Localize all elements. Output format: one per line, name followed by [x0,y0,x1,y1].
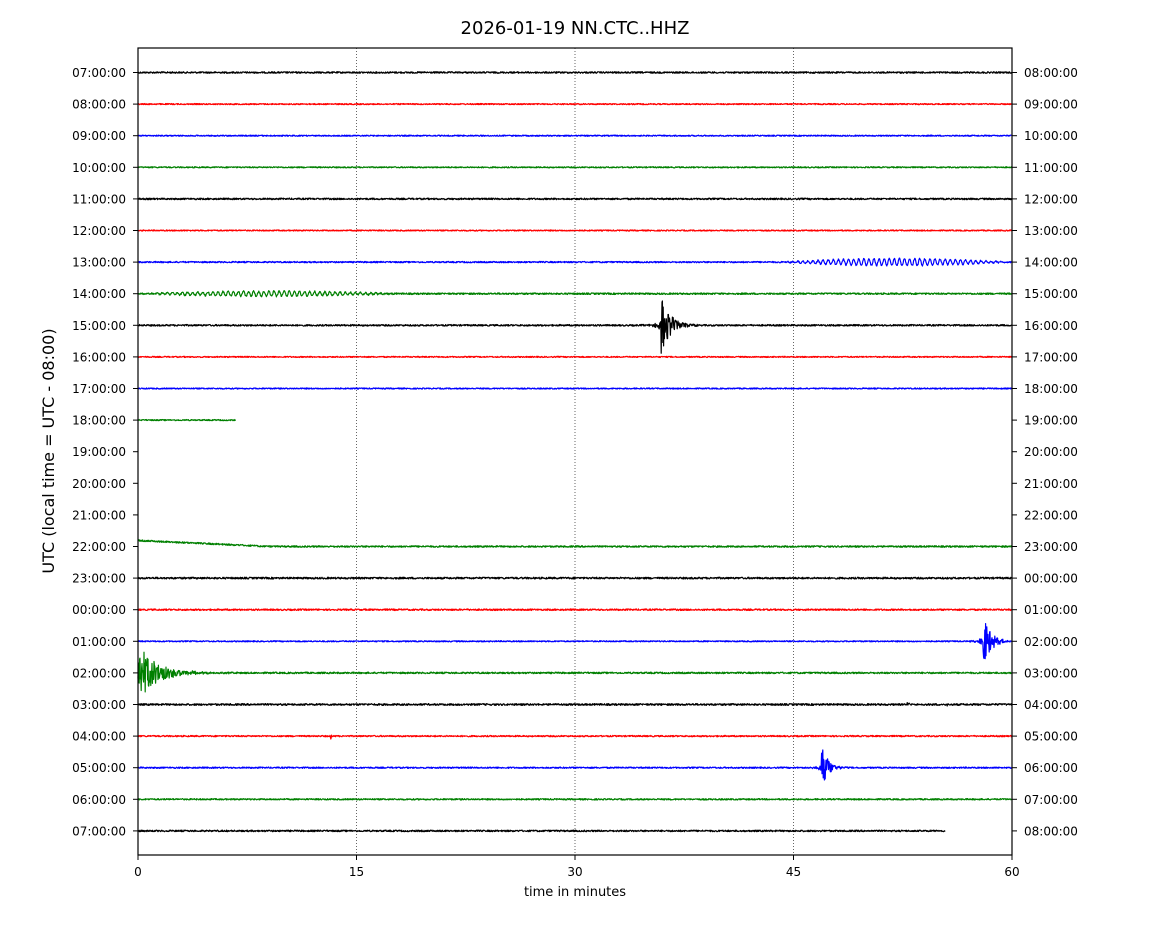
left-time-label: 20:00:00 [72,477,126,491]
right-time-label: 15:00:00 [1024,287,1078,301]
right-time-label: 08:00:00 [1024,824,1078,838]
trace-line [137,257,1013,267]
trace-line [137,623,1013,660]
left-time-label: 19:00:00 [72,445,126,459]
left-time-axis: 07:00:00 08:00:00 09:00:00 10:00:00 11:00:00… [72,66,138,838]
trace-line [137,749,1013,781]
trace-line [137,576,1013,580]
left-time-label: 07:00:00 [72,824,126,838]
seismogram-traces [137,71,1013,833]
trace-line [137,734,1013,740]
right-time-label: 05:00:00 [1024,730,1078,744]
y-axis-label: UTC (local time = UTC - 08:00) [39,328,58,573]
right-time-label: 06:00:00 [1024,761,1078,775]
left-time-label: 10:00:00 [72,161,126,175]
left-time-label: 06:00:00 [72,793,126,807]
left-time-label: 05:00:00 [72,761,126,775]
trace-line [137,197,1013,201]
right-time-label: 10:00:00 [1024,129,1078,143]
right-time-label: 21:00:00 [1024,477,1078,491]
left-time-label: 16:00:00 [72,350,126,364]
left-time-label: 02:00:00 [72,666,126,680]
left-time-label: 21:00:00 [72,508,126,522]
x-tick-label: 0 [134,865,142,879]
right-time-label: 13:00:00 [1024,224,1078,238]
right-time-label: 14:00:00 [1024,256,1078,270]
right-time-label: 23:00:00 [1024,540,1078,554]
trace-line [137,300,1013,354]
left-time-label: 23:00:00 [72,572,126,586]
trace-line [137,418,236,422]
right-time-label: 09:00:00 [1024,98,1078,112]
left-time-label: 09:00:00 [72,129,126,143]
right-time-label: 17:00:00 [1024,350,1078,364]
left-time-label: 08:00:00 [72,98,126,112]
trace-line [137,702,1013,707]
right-time-label: 00:00:00 [1024,572,1078,586]
trace-line [137,134,1013,137]
left-time-label: 01:00:00 [72,635,126,649]
x-tick-label: 60 [1004,865,1019,879]
x-tick-label: 30 [567,865,582,879]
left-time-label: 11:00:00 [72,192,126,206]
left-time-label: 14:00:00 [72,287,126,301]
left-time-label: 22:00:00 [72,540,126,554]
left-time-label: 12:00:00 [72,224,126,238]
plot-frame [137,47,1013,856]
left-time-label: 15:00:00 [72,319,126,333]
right-time-label: 03:00:00 [1024,666,1078,680]
trace-line [137,651,1013,693]
trace-line [137,829,946,833]
right-time-label: 07:00:00 [1024,793,1078,807]
x-tick-label: 15 [349,865,364,879]
right-time-label: 04:00:00 [1024,698,1078,712]
right-time-label: 18:00:00 [1024,382,1078,396]
trace-line [137,355,1013,359]
trace-line [137,797,1013,801]
left-time-label: 17:00:00 [72,382,126,396]
right-time-label: 16:00:00 [1024,319,1078,333]
trace-line [137,539,1013,548]
trace-line [137,229,1013,232]
trace-line [137,608,1013,612]
right-time-label: 01:00:00 [1024,603,1078,617]
right-time-label: 22:00:00 [1024,508,1078,522]
left-time-label: 04:00:00 [72,730,126,744]
left-time-label: 00:00:00 [72,603,126,617]
x-tick-label: 45 [786,865,801,879]
left-time-label: 03:00:00 [72,698,126,712]
left-time-label: 13:00:00 [72,256,126,270]
right-time-label: 19:00:00 [1024,414,1078,428]
trace-line [137,166,1013,169]
right-time-label: 08:00:00 [1024,66,1078,80]
trace-line [137,289,1013,298]
x-axis-label: time in minutes [524,885,626,900]
trace-line [137,102,1013,106]
right-time-label: 12:00:00 [1024,192,1078,206]
right-time-label: 02:00:00 [1024,635,1078,649]
right-time-label: 20:00:00 [1024,445,1078,459]
trace-line [137,71,1013,74]
grid-lines [356,48,794,855]
left-time-label: 07:00:00 [72,66,126,80]
right-time-label: 11:00:00 [1024,161,1078,175]
left-time-label: 18:00:00 [72,414,126,428]
right-time-axis: 08:00:00 09:00:00 10:00:00 11:00:00 12:00:00… [1012,66,1078,838]
x-axis: 0 15 30 45 60 [134,855,1020,879]
trace-line [137,387,1013,390]
chart-title: 2026-01-19 NN.CTC..HHZ [461,18,690,39]
